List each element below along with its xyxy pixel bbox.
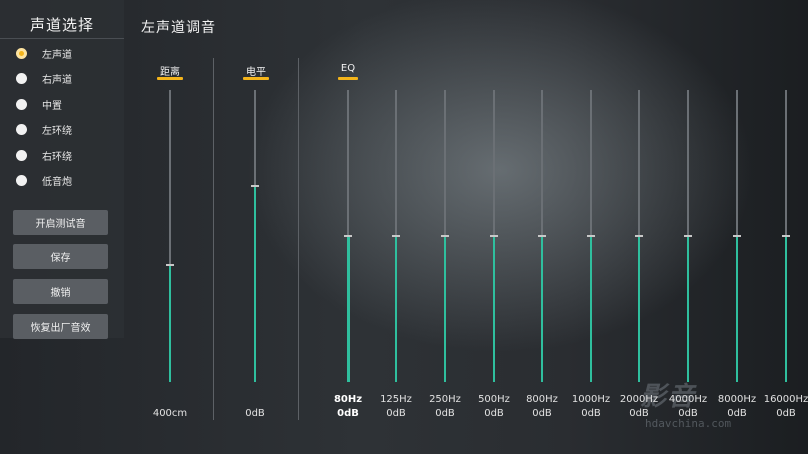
eq-value-label: 0dB — [435, 408, 455, 419]
radio-icon — [16, 123, 27, 135]
eq-value-label: 0dB — [581, 408, 601, 419]
eq-freq-label: 80Hz — [333, 394, 363, 405]
eq-value-label: 0dB — [629, 408, 649, 419]
eq-slider-4-fill — [541, 236, 543, 382]
distance-underline — [157, 77, 183, 80]
eq-freq-label: 8000Hz — [717, 394, 757, 405]
eq-slider-0-handle[interactable] — [344, 235, 352, 237]
eq-value-label: 0dB — [337, 408, 359, 419]
eq-section-label: EQ — [340, 63, 356, 74]
watermark-logo: 影音 — [640, 382, 697, 412]
eq-slider-9-handle[interactable] — [782, 235, 790, 237]
distance-slider-track[interactable] — [169, 90, 171, 382]
radio-icon — [16, 149, 27, 161]
eq-slider-5-handle[interactable] — [587, 235, 595, 237]
undo-button[interactable]: 撤销 — [13, 279, 108, 304]
distance-value: 400cm — [152, 408, 188, 419]
section-divider — [298, 58, 299, 420]
eq-freq-label: 125Hz — [380, 394, 412, 405]
sidebar-divider — [0, 38, 124, 39]
radio-icon — [16, 72, 27, 84]
level-section-label: 电平 — [246, 67, 266, 78]
eq-slider-0-fill — [347, 236, 350, 382]
eq-value-label: 0dB — [678, 408, 698, 419]
eq-slider-8-fill — [736, 236, 738, 382]
sidebar-title: 声道选择 — [29, 16, 94, 34]
distance-slider-fill — [169, 265, 171, 382]
radio-icon — [16, 174, 27, 186]
level-slider-handle[interactable] — [251, 185, 259, 188]
distance-slider-handle[interactable] — [166, 264, 174, 267]
eq-slider-1-fill — [395, 236, 397, 382]
eq-freq-label: 250Hz — [429, 394, 461, 405]
eq-underline — [338, 77, 358, 80]
restore-factory-button[interactable]: 恢复出厂音效 — [13, 314, 108, 339]
watermark-url: hdavchina.com — [645, 417, 732, 430]
eq-value-label: 0dB — [484, 408, 504, 419]
radio-icon — [16, 98, 27, 110]
eq-freq-label: 4000Hz — [668, 394, 708, 405]
eq-value-label: 0dB — [776, 408, 796, 419]
channel-label: 低音炮 — [42, 176, 72, 188]
eq-freq-label: 16000Hz — [763, 394, 808, 405]
test-tone-button[interactable]: 开启测试音 — [13, 210, 108, 235]
eq-slider-3-fill — [493, 236, 495, 382]
eq-slider-4-handle[interactable] — [538, 235, 546, 237]
channel-label: 右声道 — [42, 74, 72, 86]
eq-value-label: 0dB — [386, 408, 406, 419]
eq-slider-3-handle[interactable] — [490, 235, 498, 237]
eq-slider-8-handle[interactable] — [733, 235, 741, 237]
level-underline — [243, 77, 269, 80]
distance-section-label: 距离 — [160, 67, 180, 78]
section-divider — [213, 58, 214, 420]
eq-slider-9-fill — [785, 236, 787, 382]
level-value: 0dB — [245, 408, 265, 419]
eq-freq-label: 1000Hz — [571, 394, 611, 405]
eq-value-label: 0dB — [727, 408, 747, 419]
eq-freq-label: 500Hz — [478, 394, 510, 405]
eq-slider-6-fill — [638, 236, 640, 382]
eq-slider-1-handle[interactable] — [392, 235, 400, 237]
eq-slider-7-handle[interactable] — [684, 235, 692, 237]
eq-slider-6-handle[interactable] — [635, 235, 643, 237]
channel-radio-0[interactable]: 左声道 — [16, 44, 72, 62]
save-button[interactable]: 保存 — [13, 244, 108, 269]
page-title: 左声道调音 — [141, 20, 216, 36]
radio-icon — [16, 47, 27, 59]
channel-radio-2[interactable]: 中置 — [16, 95, 62, 113]
eq-slider-5-fill — [590, 236, 592, 382]
eq-freq-label: 2000Hz — [619, 394, 659, 405]
eq-slider-2-handle[interactable] — [441, 235, 449, 237]
channel-label: 右环绕 — [42, 151, 72, 163]
level-slider-fill — [254, 186, 256, 382]
channel-radio-3[interactable]: 左环绕 — [16, 120, 72, 138]
eq-slider-7-fill — [687, 236, 689, 382]
eq-freq-label: 800Hz — [526, 394, 558, 405]
channel-radio-1[interactable]: 右声道 — [16, 69, 72, 87]
channel-radio-5[interactable]: 低音炮 — [16, 171, 72, 189]
channel-label: 中置 — [42, 100, 62, 112]
eq-value-label: 0dB — [532, 408, 552, 419]
eq-slider-2-fill — [444, 236, 446, 382]
channel-label: 左环绕 — [42, 125, 72, 137]
channel-radio-4[interactable]: 右环绕 — [16, 146, 72, 164]
channel-label: 左声道 — [42, 49, 72, 61]
